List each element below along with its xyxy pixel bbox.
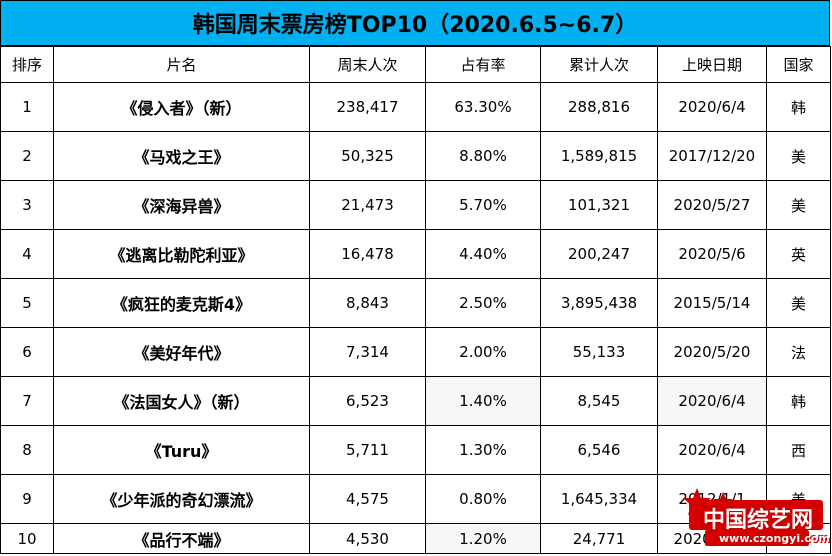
total-cell: 55,133 xyxy=(540,327,658,377)
share-cell: 1.20% xyxy=(425,523,541,554)
country-cell: 美 xyxy=(766,131,831,181)
title-cell: 《侵入者》（新） xyxy=(53,82,310,132)
title-cell: 《逃离比勒陀利亚》 xyxy=(53,229,310,279)
share-cell: 5.70% xyxy=(425,180,541,230)
rank-cell: 5 xyxy=(0,278,54,328)
weekend-cell: 16,478 xyxy=(309,229,426,279)
release-cell: 2020/5/20 xyxy=(657,327,767,377)
title-cell: 《疯狂的麦克斯4》 xyxy=(53,278,310,328)
weekend-cell: 4,575 xyxy=(309,474,426,524)
header-title: 片名 xyxy=(53,46,310,83)
release-cell: 2017/12/20 xyxy=(657,131,767,181)
release-cell: 2020/6/4 xyxy=(657,425,767,475)
header-row: 排序 片名 周末人次 占有率 累计人次 上映日期 国家 xyxy=(0,46,831,83)
rank-cell: 3 xyxy=(0,180,54,230)
weekend-cell: 4,530 xyxy=(309,523,426,554)
share-cell: 1.40% xyxy=(425,376,541,426)
table-row: 6 《美好年代》 7,314 2.00% 55,133 2020/5/20 法 xyxy=(0,327,831,377)
country-cell: 英 xyxy=(766,229,831,279)
release-cell: 2020/5/27 xyxy=(657,180,767,230)
total-cell: 288,816 xyxy=(540,82,658,132)
header-rank: 排序 xyxy=(0,46,54,83)
total-cell: 8,545 xyxy=(540,376,658,426)
weekend-cell: 8,843 xyxy=(309,278,426,328)
share-cell: 1.30% xyxy=(425,425,541,475)
table-row: 8 《Turu》 5,711 1.30% 6,546 2020/6/4 西 xyxy=(0,425,831,475)
table-row: 10 《品行不端》 4,530 1.20% 24,771 2020/5/27 英 xyxy=(0,523,831,554)
country-cell: 英 xyxy=(766,523,831,554)
country-cell: 美 xyxy=(766,474,831,524)
release-cell: 2020/6/4 xyxy=(657,376,767,426)
table-row: 3 《深海异兽》 21,473 5.70% 101,321 2020/5/27 … xyxy=(0,180,831,230)
share-cell: 2.00% xyxy=(425,327,541,377)
table-row: 4 《逃离比勒陀利亚》 16,478 4.40% 200,247 2020/5/… xyxy=(0,229,831,279)
rank-cell: 10 xyxy=(0,523,54,554)
total-cell: 200,247 xyxy=(540,229,658,279)
total-cell: 1,589,815 xyxy=(540,131,658,181)
header-country: 国家 xyxy=(766,46,831,83)
header-total-admissions: 累计人次 xyxy=(540,46,658,83)
weekend-cell: 5,711 xyxy=(309,425,426,475)
country-cell: 西 xyxy=(766,425,831,475)
country-cell: 韩 xyxy=(766,376,831,426)
share-cell: 0.80% xyxy=(425,474,541,524)
release-cell: 2012/1/1 xyxy=(657,474,767,524)
table-row: 1 《侵入者》（新） 238,417 63.30% 288,816 2020/6… xyxy=(0,82,831,132)
total-cell: 24,771 xyxy=(540,523,658,554)
total-cell: 101,321 xyxy=(540,180,658,230)
table-row: 5 《疯狂的麦克斯4》 8,843 2.50% 3,895,438 2015/5… xyxy=(0,278,831,328)
weekend-cell: 50,325 xyxy=(309,131,426,181)
title-cell: 《少年派的奇幻漂流》 xyxy=(53,474,310,524)
rank-cell: 8 xyxy=(0,425,54,475)
header-release-date: 上映日期 xyxy=(657,46,767,83)
share-cell: 63.30% xyxy=(425,82,541,132)
country-cell: 韩 xyxy=(766,82,831,132)
rank-cell: 2 xyxy=(0,131,54,181)
table-row: 9 《少年派的奇幻漂流》 4,575 0.80% 1,645,334 2012/… xyxy=(0,474,831,524)
total-cell: 6,546 xyxy=(540,425,658,475)
weekend-cell: 7,314 xyxy=(309,327,426,377)
table-row: 2 《马戏之王》 50,325 8.80% 1,589,815 2017/12/… xyxy=(0,131,831,181)
release-cell: 2020/5/6 xyxy=(657,229,767,279)
total-cell: 3,895,438 xyxy=(540,278,658,328)
rank-cell: 1 xyxy=(0,82,54,132)
country-cell: 法 xyxy=(766,327,831,377)
title-cell: 《马戏之王》 xyxy=(53,131,310,181)
share-cell: 4.40% xyxy=(425,229,541,279)
sheet-title: 韩国周末票房榜TOP10（2020.6.5~6.7） xyxy=(0,0,830,46)
title-cell: 《深海异兽》 xyxy=(53,180,310,230)
table-row: 7 《法国女人》（新） 6,523 1.40% 8,545 2020/6/4 韩 xyxy=(0,376,831,426)
title-cell: 《法国女人》（新） xyxy=(53,376,310,426)
title-cell: 《Turu》 xyxy=(53,425,310,475)
release-cell: 2020/6/4 xyxy=(657,82,767,132)
rank-cell: 9 xyxy=(0,474,54,524)
title-cell: 《美好年代》 xyxy=(53,327,310,377)
release-cell: 2015/5/14 xyxy=(657,278,767,328)
share-cell: 8.80% xyxy=(425,131,541,181)
header-share: 占有率 xyxy=(425,46,541,83)
country-cell: 美 xyxy=(766,278,831,328)
weekend-cell: 238,417 xyxy=(309,82,426,132)
box-office-table: 排序 片名 周末人次 占有率 累计人次 上映日期 国家 1 《侵入者》（新） 2… xyxy=(0,46,831,554)
release-cell: 2020/5/27 xyxy=(657,523,767,554)
weekend-cell: 6,523 xyxy=(309,376,426,426)
total-cell: 1,645,334 xyxy=(540,474,658,524)
header-weekend-admissions: 周末人次 xyxy=(309,46,426,83)
title-cell: 《品行不端》 xyxy=(53,523,310,554)
weekend-cell: 21,473 xyxy=(309,180,426,230)
rank-cell: 7 xyxy=(0,376,54,426)
share-cell: 2.50% xyxy=(425,278,541,328)
rank-cell: 4 xyxy=(0,229,54,279)
rank-cell: 6 xyxy=(0,327,54,377)
country-cell: 美 xyxy=(766,180,831,230)
